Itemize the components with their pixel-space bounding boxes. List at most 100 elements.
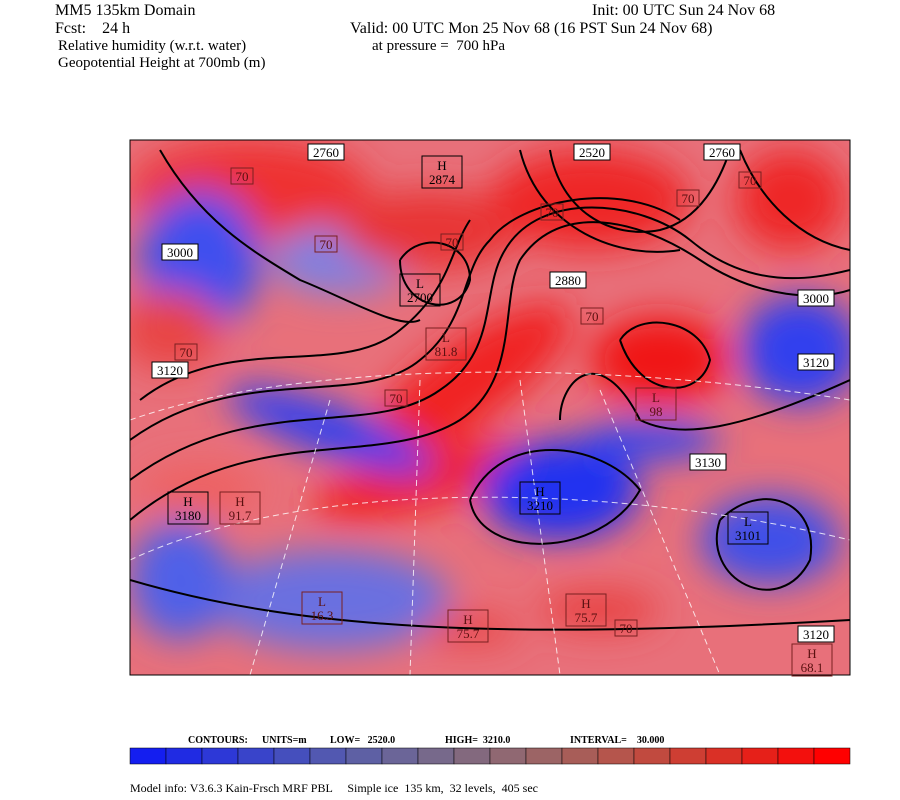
color-bar-cell	[453, 747, 491, 765]
rh-label-box	[440, 233, 464, 251]
extreme-kind: L	[652, 390, 660, 405]
extreme-box	[791, 643, 833, 677]
contour-label-box	[797, 353, 835, 371]
extreme-value: 75.7	[575, 610, 598, 625]
extreme-value: 3210	[527, 498, 553, 513]
color-bar-cell	[381, 747, 419, 765]
color-bar-cell	[201, 747, 239, 765]
color-bar	[129, 747, 851, 765]
rh-label: 70	[586, 309, 599, 324]
contour-label: 2880	[555, 273, 581, 288]
extreme-value: 16.3	[311, 608, 334, 623]
valid: Valid: 00 UTC Mon 25 Nov 68 (16 PST Sun …	[350, 20, 713, 37]
extreme-kind: L	[318, 594, 326, 609]
color-bar-cell	[345, 747, 383, 765]
rh-label: 70	[180, 345, 193, 360]
contour-label: 3120	[157, 363, 183, 378]
extreme-box	[447, 609, 489, 643]
contours-high: HIGH= 3210.0	[445, 735, 511, 746]
contour-label-box	[151, 361, 189, 379]
contour-label-box	[689, 453, 727, 471]
rh-label: 70	[620, 621, 633, 636]
extreme-kind: L	[416, 276, 424, 291]
extreme-box	[167, 491, 209, 525]
extreme-kind: L	[442, 330, 450, 345]
fcst: Fcst: 24 h	[55, 20, 131, 37]
extreme-kind: H	[807, 646, 816, 661]
extreme-kind: H	[235, 494, 244, 509]
color-bar-cell	[741, 747, 779, 765]
contours-low: LOW= 2520.0	[330, 735, 396, 746]
rh-label-box	[580, 307, 604, 325]
color-bar-cell	[129, 747, 167, 765]
extreme-box	[565, 593, 607, 627]
field1: Relative humidity (w.r.t. water)	[58, 38, 247, 54]
extreme-value: 98	[650, 404, 663, 419]
extreme-kind: H	[183, 494, 192, 509]
field2: Geopotential Height at 700mb (m)	[58, 55, 266, 71]
contour-label-box	[797, 289, 835, 307]
contour-label: 3000	[167, 245, 193, 260]
color-bar-cell	[489, 747, 527, 765]
rh-label-box	[676, 189, 700, 207]
extreme-box	[301, 591, 343, 625]
contour-label-box	[307, 143, 345, 161]
extreme-box	[727, 511, 769, 545]
extreme-value: 3180	[175, 508, 201, 523]
rh-label: 70	[744, 173, 757, 188]
height-contours	[130, 149, 850, 631]
contour-label: 2760	[313, 145, 339, 160]
contour-label-box	[573, 143, 611, 161]
color-bar-cell	[777, 747, 815, 765]
rh-label: 70	[390, 391, 403, 406]
rh-label: 70	[682, 191, 695, 206]
rh-label: 70	[446, 235, 459, 250]
extreme-box	[399, 273, 441, 307]
contour-label: 2520	[579, 145, 605, 160]
contours-units: UNITS=m	[262, 735, 307, 746]
color-bar-cell	[525, 747, 563, 765]
extreme-value: 2874	[429, 172, 456, 187]
extreme-box	[425, 327, 467, 361]
contour-label: 2760	[709, 145, 735, 160]
rh-label: 70	[320, 237, 333, 252]
rh-field	[130, 140, 850, 675]
color-bar-cell	[237, 747, 275, 765]
contour-label-box	[161, 243, 199, 261]
extreme-kind: H	[581, 596, 590, 611]
extreme-kind: H	[535, 484, 544, 499]
rh-label: 70	[236, 169, 249, 184]
extreme-box	[519, 481, 561, 515]
color-bar-cell	[417, 747, 455, 765]
color-bar-cell	[669, 747, 707, 765]
rh-label-box	[230, 167, 254, 185]
rh-label-box	[314, 235, 338, 253]
extreme-box	[635, 387, 677, 421]
extreme-kind: H	[437, 158, 446, 173]
contours-label: CONTOURS:	[188, 735, 248, 746]
color-bar-cell	[813, 747, 851, 765]
color-bar-cell	[633, 747, 671, 765]
model: MM5 135km Domain	[55, 2, 196, 19]
footer: Model info: V3.6.3 Kain-Frsch MRF PBL Si…	[130, 781, 538, 795]
contour-label: 3120	[803, 627, 829, 642]
contour-label-box	[703, 143, 741, 161]
rh-label-box	[174, 343, 198, 361]
extreme-value: 81.8	[435, 344, 458, 359]
pressure: at pressure = 700 hPa	[372, 38, 506, 54]
extreme-kind: H	[463, 612, 472, 627]
color-bar-cell	[165, 747, 203, 765]
color-bar-cell	[309, 747, 347, 765]
extreme-value: 2700	[407, 290, 433, 305]
rh-label-box	[540, 203, 564, 221]
color-bar-cell	[705, 747, 743, 765]
rh-label-box	[384, 389, 408, 407]
extreme-box	[421, 155, 463, 189]
extreme-value: 91.7	[229, 508, 252, 523]
map-frame	[129, 139, 851, 676]
graticule	[130, 371, 850, 675]
contour-label: 3130	[695, 455, 721, 470]
contour-label-box	[549, 271, 587, 289]
extreme-value: 68.1	[801, 660, 824, 675]
contour-label-box	[797, 625, 835, 643]
